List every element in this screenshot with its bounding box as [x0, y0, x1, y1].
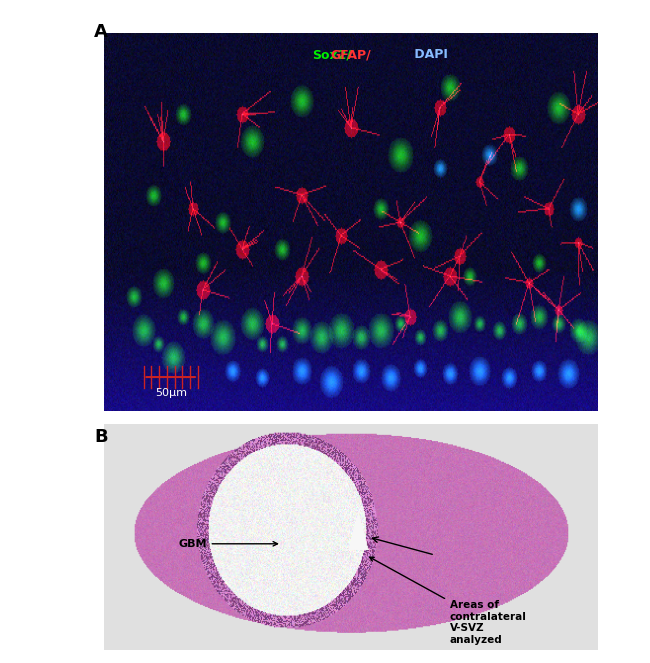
Text: Dorsolateral: Dorsolateral: [298, 434, 404, 449]
Text: Sox2/: Sox2/: [312, 48, 351, 61]
Text: 50μm: 50μm: [155, 388, 187, 398]
Text: B: B: [94, 428, 108, 446]
Text: Areas of
contralateral
V-SVZ
analyzed: Areas of contralateral V-SVZ analyzed: [370, 557, 526, 645]
Text: A: A: [94, 23, 108, 41]
Text: GFAP/: GFAP/: [331, 48, 371, 61]
Text: GBM: GBM: [178, 539, 278, 549]
Text: DAPI: DAPI: [410, 48, 448, 61]
